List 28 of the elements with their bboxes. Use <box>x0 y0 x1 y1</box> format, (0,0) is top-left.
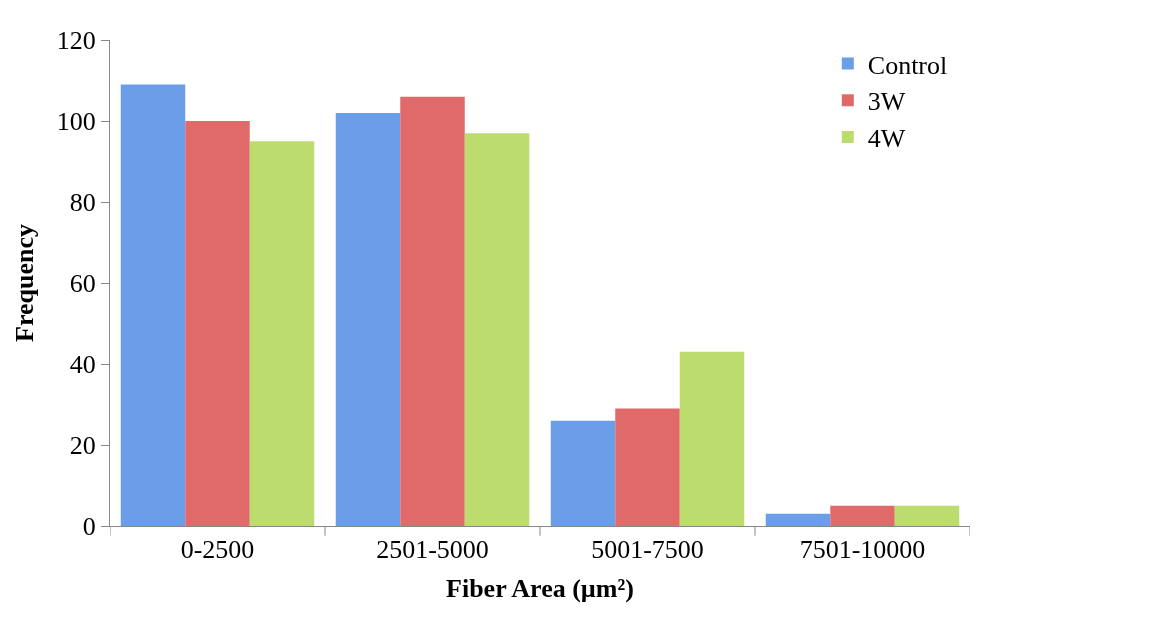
y-tick-label: 0 <box>82 512 96 542</box>
y-tick-label: 40 <box>69 350 96 380</box>
bar <box>830 505 895 526</box>
bar <box>400 96 465 526</box>
bar <box>550 420 616 526</box>
bar <box>679 351 745 526</box>
x-axis-title: Fiber Area (µm²) <box>446 573 634 603</box>
y-tick-label: 80 <box>69 188 96 218</box>
bar <box>120 84 186 526</box>
y-tick-label: 20 <box>69 431 96 461</box>
y-tick-label: 100 <box>56 107 96 137</box>
legend-label: Control <box>867 50 948 80</box>
bar <box>249 141 315 526</box>
legend-label: 3W <box>867 87 906 117</box>
y-tick-label: 120 <box>56 26 96 56</box>
x-tick-label: 7501-10000 <box>799 535 926 565</box>
bar <box>615 408 680 526</box>
x-tick-label: 5001-7500 <box>591 535 704 565</box>
bar <box>464 133 530 526</box>
bar <box>894 505 960 526</box>
bar <box>335 112 401 526</box>
x-tick-label: 0-2500 <box>180 535 255 565</box>
y-tick-label: 60 <box>69 269 96 299</box>
legend-label: 4W <box>867 124 906 154</box>
x-tick-label: 2501-5000 <box>376 535 489 565</box>
y-axis-title: Frequency <box>10 224 40 342</box>
bar <box>185 121 250 526</box>
bar <box>765 513 831 526</box>
